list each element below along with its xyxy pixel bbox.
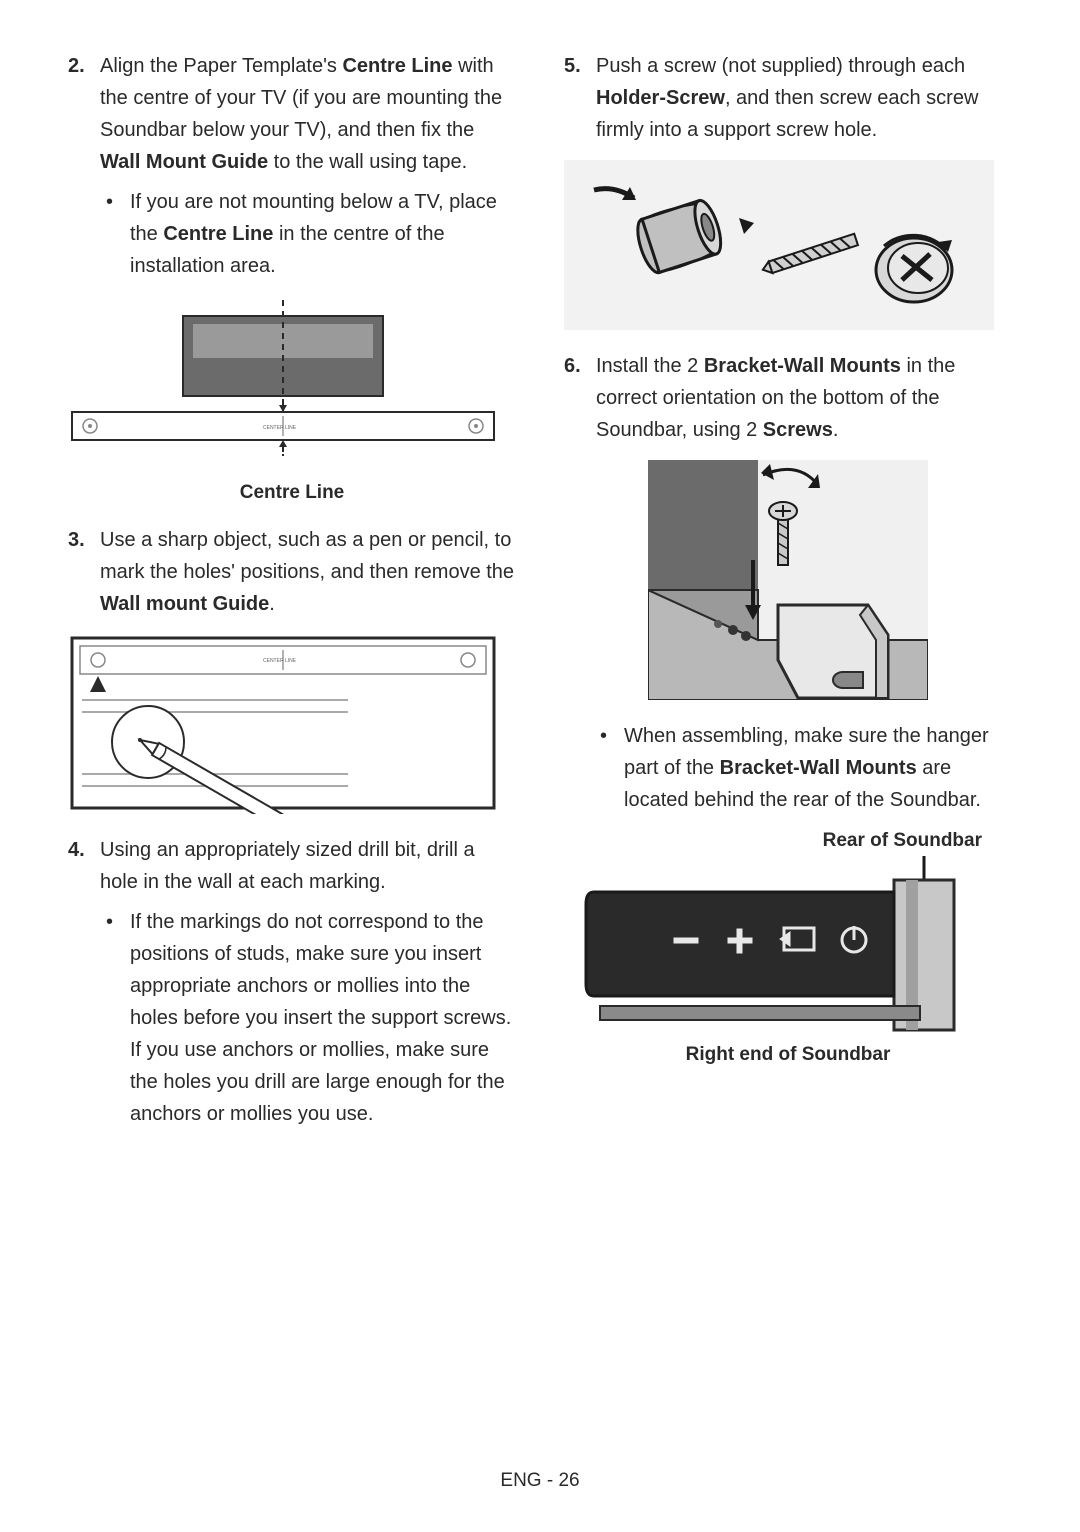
bullet: • When assembling, make sure the hanger … bbox=[600, 720, 1012, 816]
step-body: Using an appropriately sized drill bit, … bbox=[100, 834, 516, 1130]
svg-text:CENTER LINE: CENTER LINE bbox=[263, 658, 297, 664]
svg-text:CENTER LINE: CENTER LINE bbox=[263, 425, 297, 431]
step-number: 4. bbox=[68, 834, 88, 1130]
step-6: 6. Install the 2 Bracket-Wall Mounts in … bbox=[564, 350, 1012, 446]
figure-label: Right end of Soundbar bbox=[564, 1044, 1012, 1066]
figure-label: Centre Line bbox=[68, 482, 516, 504]
figure-pencil-mark: CENTER LINE bbox=[68, 634, 516, 814]
page-footer: ENG - 26 bbox=[0, 1470, 1080, 1492]
step-body: Push a screw (not supplied) through each… bbox=[596, 50, 1012, 146]
figure-label: Rear of Soundbar bbox=[564, 830, 1012, 852]
step-2: 2. Align the Paper Template's Centre Lin… bbox=[68, 50, 516, 282]
step-3: 3. Use a sharp object, such as a pen or … bbox=[68, 524, 516, 620]
figure-rear-soundbar: Rear of Soundbar bbox=[564, 830, 1012, 1066]
step-number: 2. bbox=[68, 50, 88, 282]
step-5: 5. Push a screw (not supplied) through e… bbox=[564, 50, 1012, 146]
bullet: • If the markings do not correspond to t… bbox=[106, 906, 516, 1130]
step-body: Install the 2 Bracket-Wall Mounts in the… bbox=[596, 350, 1012, 446]
figure-holder-screw bbox=[564, 160, 1012, 330]
step-body: Align the Paper Template's Centre Line w… bbox=[100, 50, 516, 282]
figure-centre-line: CENTER LINE Centre Line bbox=[68, 296, 516, 504]
step-number: 5. bbox=[564, 50, 584, 146]
step-number: 6. bbox=[564, 350, 584, 446]
step-4: 4. Using an appropriately sized drill bi… bbox=[68, 834, 516, 1130]
bullet: • If you are not mounting below a TV, pl… bbox=[106, 186, 516, 282]
figure-bracket-mount bbox=[564, 460, 1012, 700]
step-number: 3. bbox=[68, 524, 88, 620]
step-body: Use a sharp object, such as a pen or pen… bbox=[100, 524, 516, 620]
